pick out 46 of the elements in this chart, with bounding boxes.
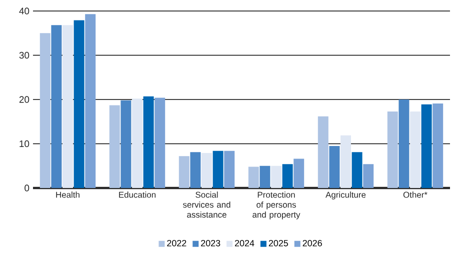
bar xyxy=(178,156,190,188)
bar xyxy=(143,96,154,188)
bar xyxy=(387,111,398,188)
legend-label: 2022 xyxy=(167,240,186,246)
y-tick-label: 20 xyxy=(19,96,30,103)
y-tick-label: 0 xyxy=(24,184,30,192)
bar xyxy=(260,166,270,188)
bar xyxy=(132,98,142,188)
bar xyxy=(109,105,120,188)
bar xyxy=(432,103,444,188)
bar xyxy=(248,166,259,188)
bar xyxy=(282,164,293,188)
bar xyxy=(212,150,224,188)
bar xyxy=(40,33,50,188)
bar xyxy=(154,98,166,188)
bar xyxy=(271,166,282,188)
x-tick-label: Social services and assistance xyxy=(182,192,230,218)
y-tick-label: 30 xyxy=(19,52,30,59)
bar xyxy=(318,116,328,188)
x-tick-label: Agriculture xyxy=(326,192,366,200)
bar xyxy=(120,100,132,188)
y-tick-label: 40 xyxy=(19,8,30,14)
legend-label: 2025 xyxy=(268,240,288,246)
bar xyxy=(85,14,96,188)
bar xyxy=(329,146,340,188)
legend-label: 2024 xyxy=(234,240,254,246)
bar xyxy=(51,25,62,188)
x-tick-label: Health xyxy=(56,192,80,198)
bar xyxy=(352,152,362,188)
bar xyxy=(202,153,212,188)
bar xyxy=(190,152,201,188)
bar xyxy=(62,25,73,188)
legend-label: 2026 xyxy=(302,240,322,246)
bar xyxy=(421,104,432,188)
y-tick-label: 10 xyxy=(20,140,30,148)
bar xyxy=(294,158,304,188)
bar xyxy=(410,111,421,188)
bar xyxy=(363,164,374,188)
bar xyxy=(340,135,351,188)
legend-label: 2023 xyxy=(201,240,220,246)
bar xyxy=(74,20,84,188)
bar xyxy=(224,150,235,188)
x-tick-label: Education xyxy=(119,192,156,198)
x-tick-label: Protection of persons and property xyxy=(252,192,300,220)
x-tick-label: Other* xyxy=(403,192,428,198)
bar xyxy=(398,100,410,188)
